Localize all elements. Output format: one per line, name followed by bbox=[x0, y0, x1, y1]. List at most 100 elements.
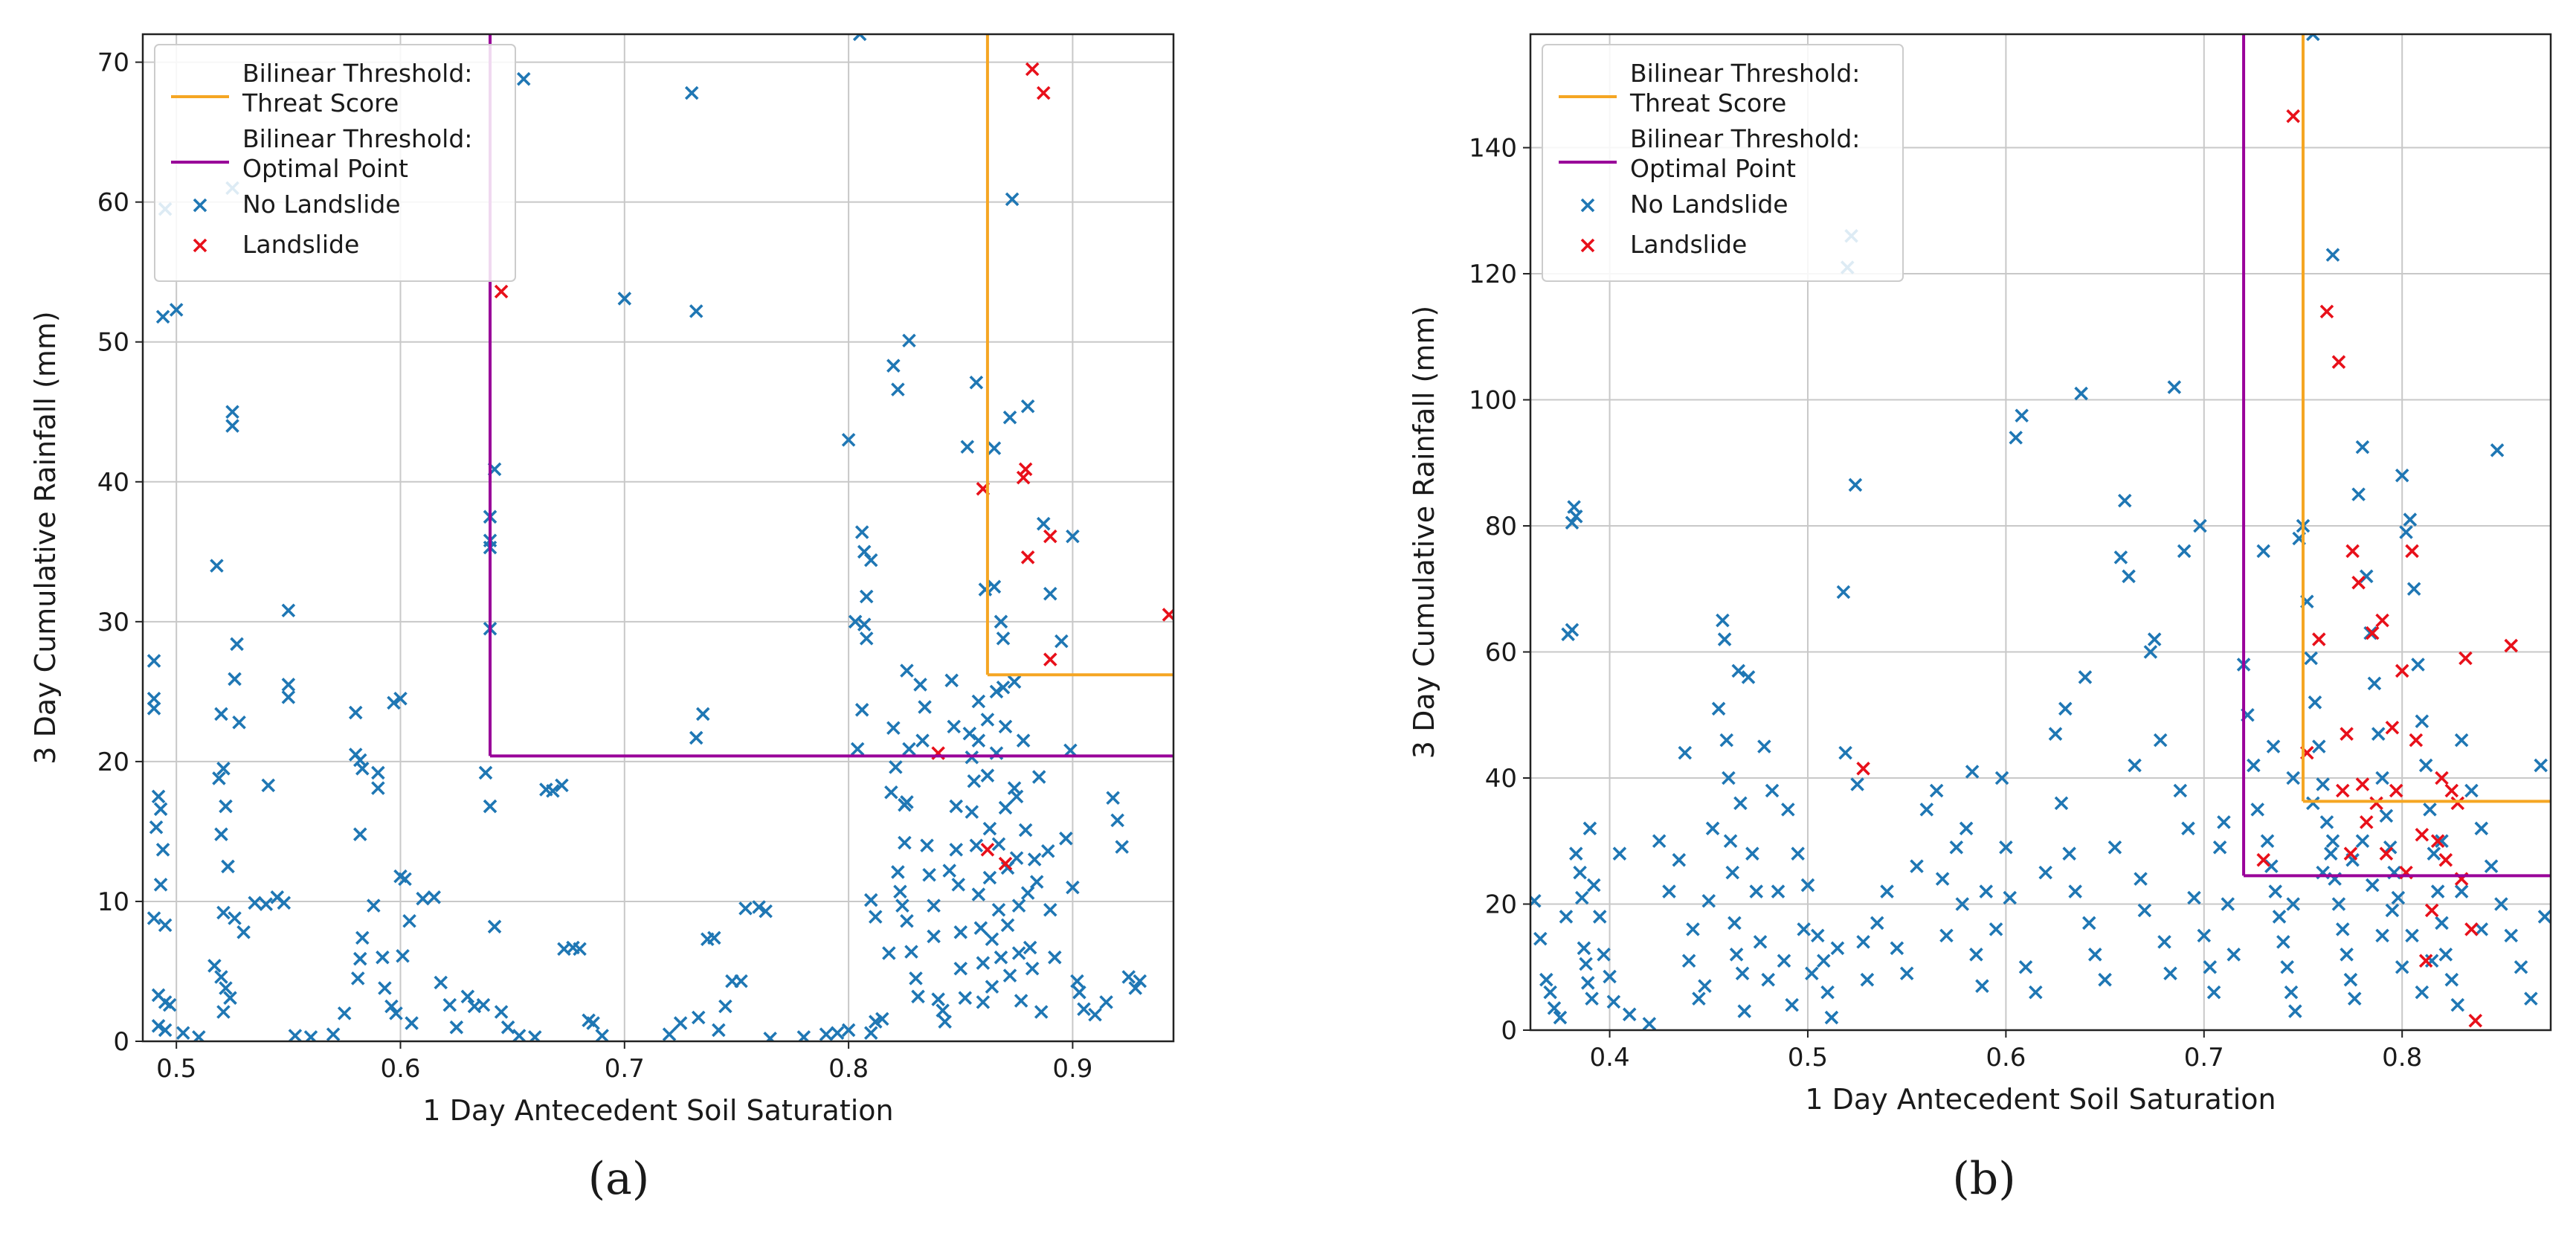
data-point bbox=[2375, 928, 2389, 943]
data-point bbox=[2048, 727, 2063, 741]
data-point bbox=[169, 303, 184, 317]
data-point bbox=[1741, 670, 1756, 684]
y-tick-label: 120 bbox=[1469, 260, 1517, 289]
data-point bbox=[2415, 828, 2430, 842]
data-point bbox=[158, 918, 173, 933]
data-point bbox=[2474, 922, 2489, 936]
data-point bbox=[2343, 846, 2358, 861]
data-point bbox=[2435, 834, 2449, 849]
data-point bbox=[1880, 884, 1894, 898]
data-point bbox=[586, 1016, 600, 1030]
data-point bbox=[487, 919, 502, 934]
data-point bbox=[2423, 803, 2437, 817]
data-point bbox=[1929, 783, 1944, 798]
data-point bbox=[221, 859, 235, 874]
data-point bbox=[2385, 720, 2400, 735]
data-point bbox=[2286, 897, 2300, 911]
legend-entry-1: Bilinear Threshold:Optimal Point bbox=[1559, 124, 1860, 183]
data-point bbox=[998, 856, 1013, 871]
data-point bbox=[2504, 638, 2518, 653]
data-point bbox=[2438, 852, 2453, 867]
data-point bbox=[1031, 770, 1046, 784]
data-point bbox=[982, 821, 997, 836]
data-point bbox=[1678, 745, 1693, 760]
data-point bbox=[1565, 623, 1580, 637]
data-point bbox=[1606, 994, 1621, 1009]
data-point bbox=[2375, 613, 2389, 628]
data-point bbox=[1579, 957, 1593, 971]
data-point bbox=[889, 760, 903, 774]
data-point bbox=[149, 820, 164, 835]
data-point bbox=[830, 1026, 845, 1040]
data-point bbox=[1856, 762, 1870, 776]
data-point bbox=[875, 1012, 889, 1026]
data-point bbox=[155, 843, 170, 857]
data-point bbox=[819, 1027, 834, 1041]
data-point bbox=[2369, 796, 2383, 811]
legend-marker-swatch bbox=[193, 238, 207, 253]
data-point bbox=[2173, 783, 2188, 798]
data-point bbox=[969, 375, 984, 390]
y-tick-label: 80 bbox=[1485, 512, 1517, 541]
data-point bbox=[1530, 893, 1542, 908]
data-point bbox=[2484, 859, 2499, 873]
data-point bbox=[2324, 846, 2338, 861]
data-point bbox=[1830, 941, 1845, 956]
data-point bbox=[2087, 948, 2102, 962]
data-point bbox=[2424, 954, 2439, 968]
data-point bbox=[2363, 626, 2377, 640]
data-point bbox=[763, 1031, 777, 1041]
data-point bbox=[1027, 852, 1042, 867]
legend-label: Landslide bbox=[1630, 230, 1747, 259]
data-point bbox=[987, 441, 1002, 455]
data-point bbox=[996, 631, 1011, 646]
plot-frame bbox=[141, 33, 1175, 1043]
threshold-optimal-point bbox=[489, 34, 1173, 758]
data-point bbox=[281, 690, 296, 704]
data-point bbox=[1681, 954, 1696, 968]
data-point bbox=[918, 700, 932, 714]
data-point bbox=[384, 999, 399, 1014]
plot-frame bbox=[1529, 33, 2552, 1032]
data-point bbox=[1002, 410, 1017, 425]
data-point bbox=[1753, 935, 1768, 949]
y-axis-label: 3 Day Cumulative Rainfall (mm) bbox=[1408, 306, 1440, 759]
data-point bbox=[1797, 922, 1811, 936]
data-point bbox=[985, 932, 999, 946]
data-point bbox=[1737, 1004, 1751, 1018]
data-point bbox=[920, 838, 934, 852]
data-point bbox=[2177, 544, 2192, 559]
data-point bbox=[2319, 304, 2334, 319]
data-point bbox=[854, 703, 869, 717]
x-tick-label: 0.5 bbox=[1788, 1043, 1828, 1073]
data-point bbox=[146, 701, 161, 716]
data-point bbox=[2167, 380, 2182, 394]
data-point bbox=[734, 974, 748, 988]
data-point bbox=[2395, 959, 2409, 974]
data-point bbox=[2391, 890, 2406, 905]
data-point bbox=[1642, 1017, 1657, 1030]
plot-area-a bbox=[146, 34, 1173, 1041]
legend-label: Threat Score bbox=[1629, 89, 1786, 118]
data-point bbox=[2335, 922, 2350, 936]
x-axis-label: 1 Day Antecedent Soil Saturation bbox=[1805, 1083, 2276, 1116]
data-point bbox=[936, 1003, 950, 1018]
data-point bbox=[938, 1015, 952, 1029]
data-point bbox=[931, 992, 945, 1006]
data-point bbox=[915, 733, 930, 748]
data-point bbox=[998, 719, 1013, 734]
data-point bbox=[1000, 918, 1015, 933]
data-point bbox=[2113, 550, 2128, 565]
data-point bbox=[1805, 966, 1819, 981]
data-point bbox=[337, 1006, 352, 1020]
data-point bbox=[2153, 733, 2168, 748]
data-point bbox=[153, 878, 168, 892]
legend-label: Landslide bbox=[242, 230, 359, 259]
data-point bbox=[1716, 613, 1730, 628]
data-point bbox=[2054, 796, 2069, 811]
threshold-threat-score bbox=[985, 34, 1173, 677]
data-point bbox=[1781, 803, 1795, 817]
data-point bbox=[155, 309, 170, 324]
